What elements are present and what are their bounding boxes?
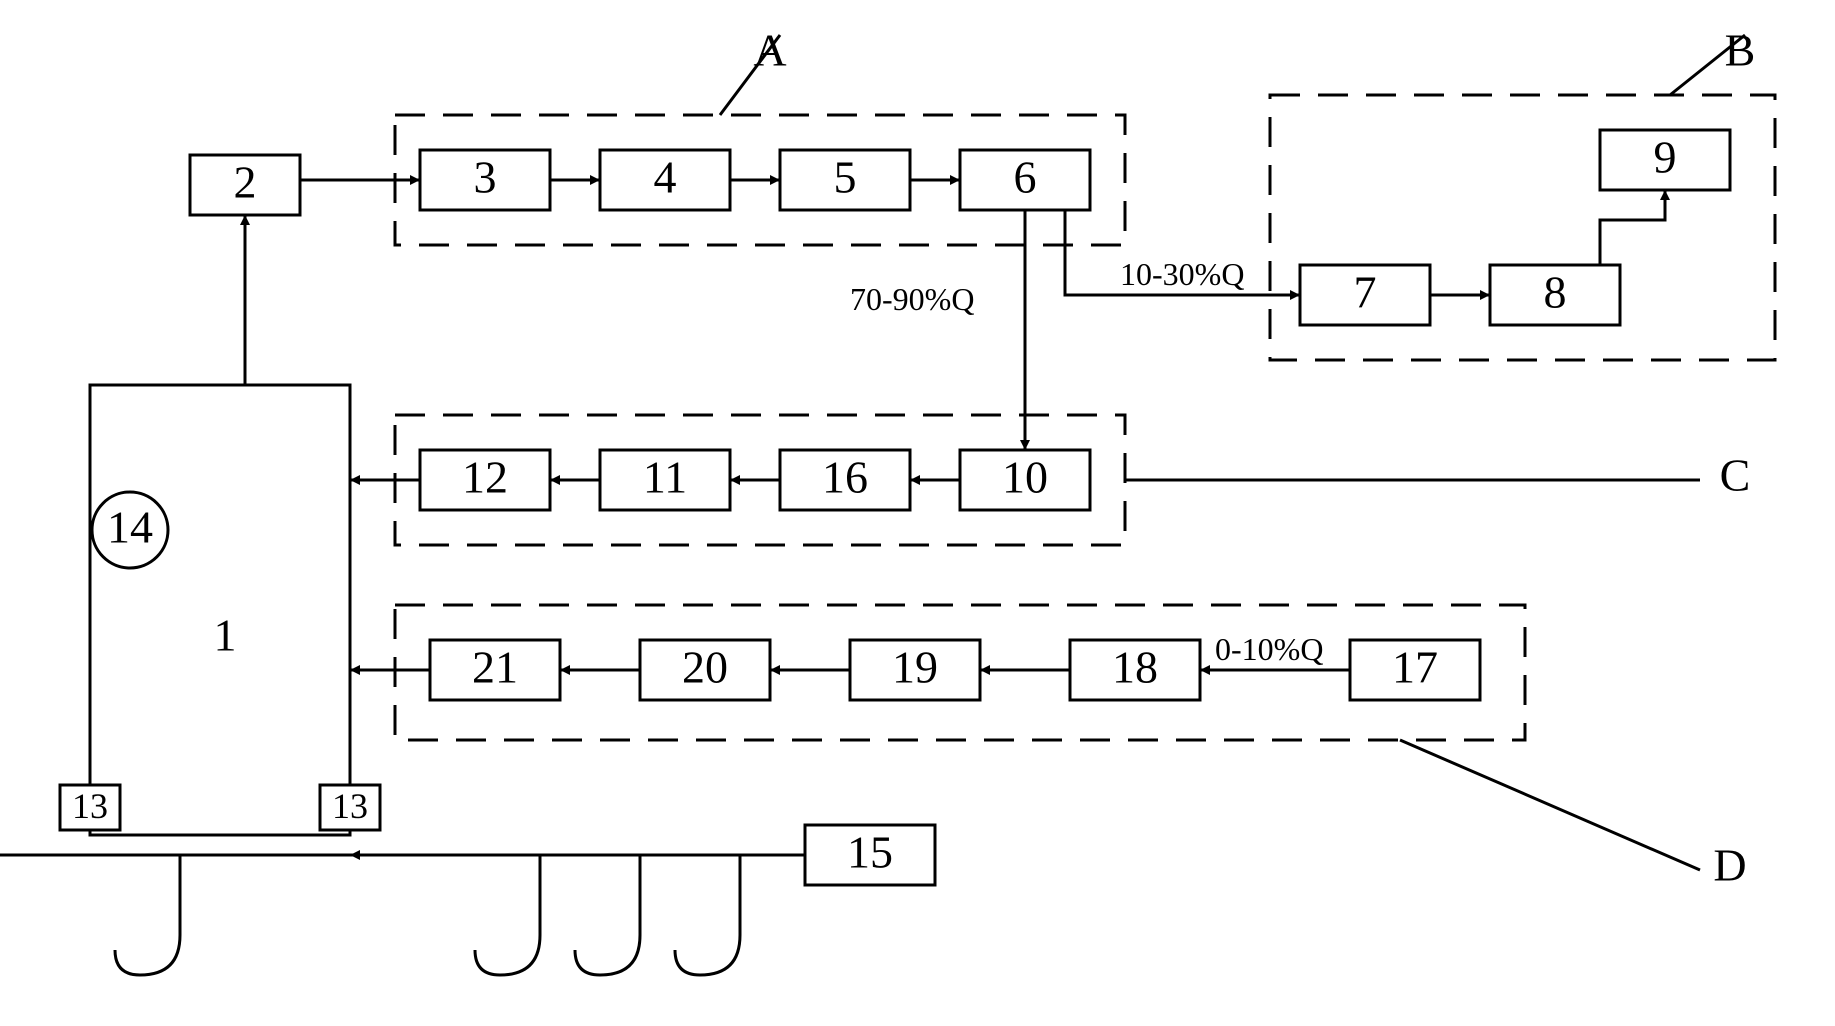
node-label-n15: 15	[847, 827, 893, 878]
hook-0	[115, 855, 180, 975]
group-label-B: B	[1725, 25, 1756, 76]
node-label-n1: 1	[214, 610, 237, 661]
node-label-n2: 2	[234, 157, 257, 208]
edge-label-13: 0-10%Q	[1215, 631, 1323, 667]
hook-3	[675, 855, 740, 975]
node-label-n13b: 13	[332, 786, 368, 826]
node-label-n21: 21	[472, 642, 518, 693]
node-label-n8: 8	[1544, 267, 1567, 318]
group-label-A: A	[753, 25, 786, 76]
edge-n8-n9	[1600, 190, 1665, 265]
group-label-C: C	[1720, 450, 1751, 501]
node-label-n11: 11	[643, 452, 687, 503]
node-label-n14: 14	[107, 502, 153, 553]
group-leader-D	[1400, 740, 1700, 870]
hook-1	[475, 855, 540, 975]
node-label-n20: 20	[682, 642, 728, 693]
node-label-n7: 7	[1354, 267, 1377, 318]
node-label-n13a: 13	[72, 786, 108, 826]
node-label-n10: 10	[1002, 452, 1048, 503]
node-label-n9: 9	[1654, 132, 1677, 183]
node-label-n3: 3	[474, 152, 497, 203]
node-label-n4: 4	[654, 152, 677, 203]
hook-2	[575, 855, 640, 975]
node-label-n17: 17	[1392, 642, 1438, 693]
node-label-n12: 12	[462, 452, 508, 503]
edge-label-8: 70-90%Q	[850, 281, 974, 317]
node-label-n16: 16	[822, 452, 868, 503]
edge-label-5: 10-30%Q	[1120, 256, 1244, 292]
node-label-n19: 19	[892, 642, 938, 693]
node-label-n18: 18	[1112, 642, 1158, 693]
node-label-n5: 5	[834, 152, 857, 203]
node-label-n6: 6	[1014, 152, 1037, 203]
group-label-D: D	[1713, 840, 1746, 891]
